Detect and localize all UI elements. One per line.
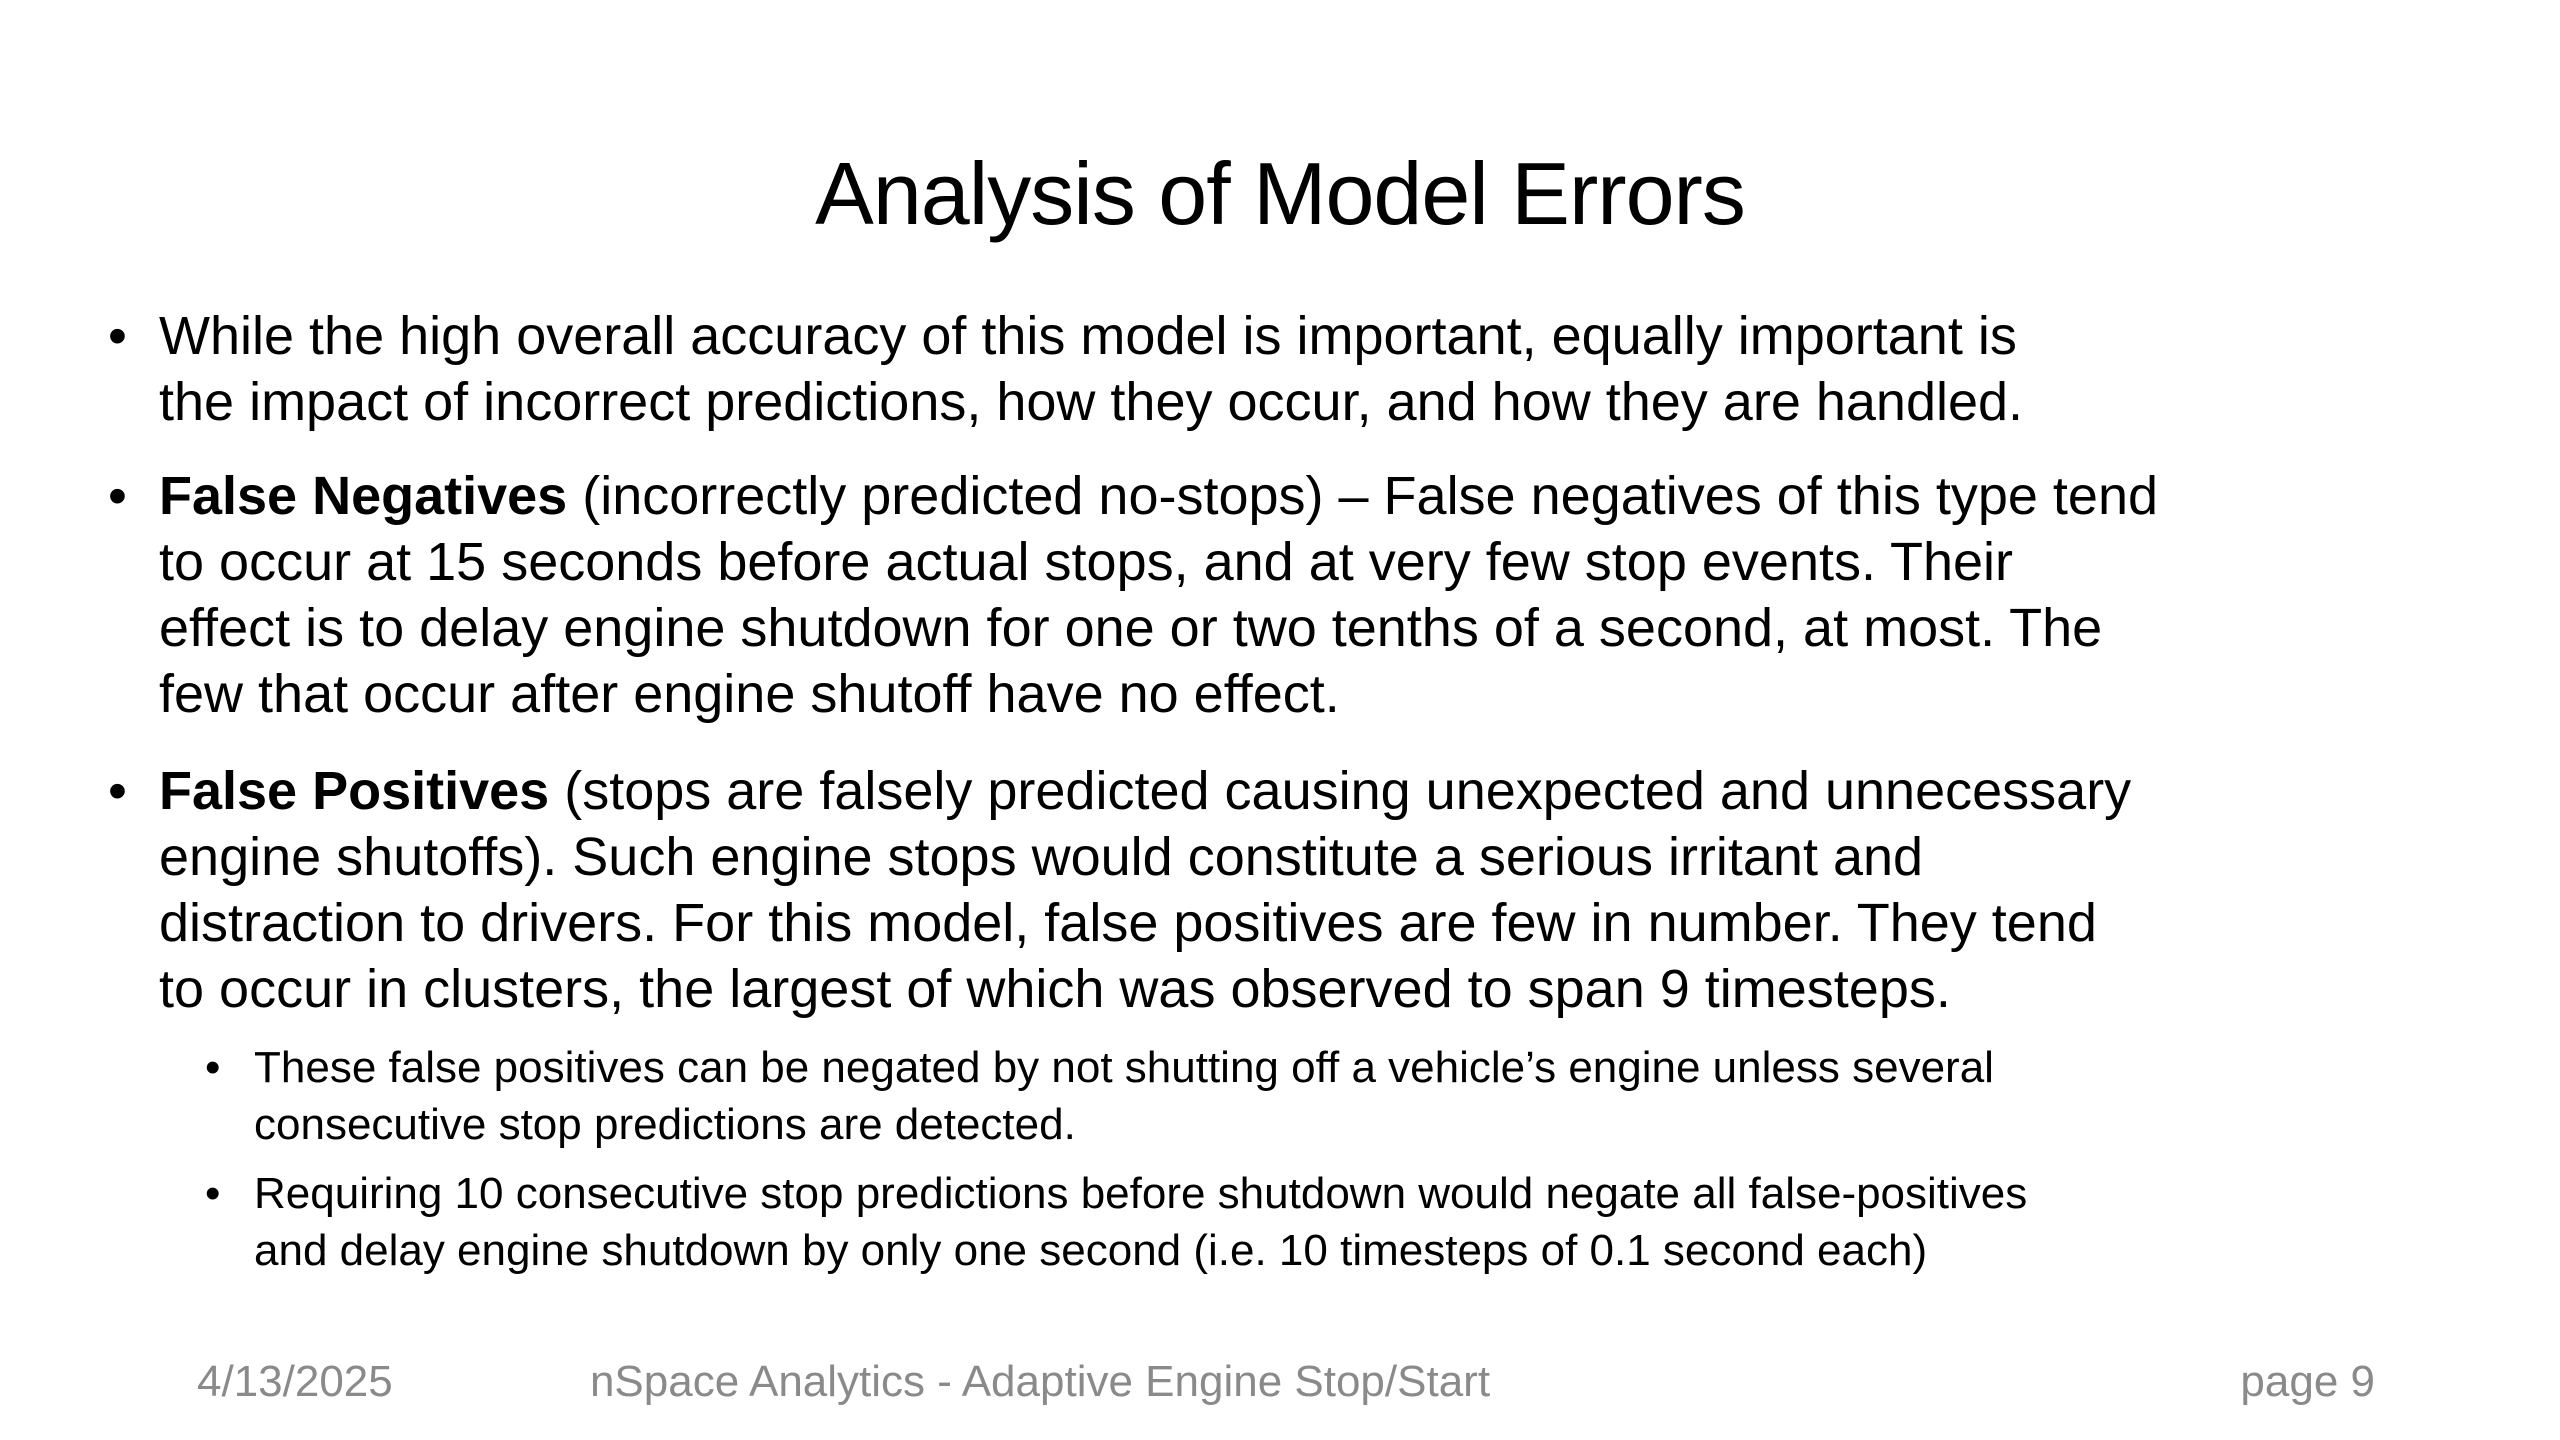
bullet-line: to occur at 15 seconds before actual sto…: [159, 532, 2014, 592]
slide-title: Analysis of Model Errors: [815, 144, 1746, 243]
bullet-heading: False Negatives: [159, 466, 568, 526]
sub-bullet-line: These false positives can be negated by …: [254, 1043, 1994, 1092]
bullet-line: engine shutoffs). Such engine stops woul…: [159, 827, 1924, 887]
sub-bullet-line: Requiring 10 consecutive stop prediction…: [254, 1169, 2028, 1218]
bullet-line: to occur in clusters, the largest of whi…: [159, 959, 1951, 1019]
footer-title: nSpace Analytics - Adaptive Engine Stop/…: [589, 1357, 1491, 1406]
bullet-line: distraction to drivers. For this model, …: [159, 893, 2097, 953]
bullet-false-positives: • False Positives (stops are falsely pre…: [108, 758, 2131, 1022]
bullet-overall-accuracy: • While the high overall accuracy of thi…: [108, 303, 2023, 435]
bullet-icon: •: [108, 306, 127, 366]
bullet-line: few that occur after engine shutoff have…: [159, 664, 1340, 724]
bullet-false-negatives: • False Negatives (incorrectly predicted…: [108, 463, 2158, 727]
bullet-line: (incorrectly predicted no-stops) – False…: [567, 466, 2159, 526]
footer-date: 4/13/2025: [197, 1357, 393, 1406]
bullet-heading: False Positives: [159, 761, 550, 821]
sub-bullet-line: and delay engine shutdown by only one se…: [254, 1226, 1928, 1275]
bullet-line: the impact of incorrect predictions, how…: [159, 372, 2024, 432]
bullet-line: While the high overall accuracy of this …: [159, 306, 2017, 366]
bullet-icon: •: [205, 1043, 221, 1092]
bullet-icon: •: [108, 761, 127, 821]
bullet-icon: •: [205, 1169, 221, 1218]
footer-page-number: page 9: [2240, 1357, 2375, 1406]
sub-bullet-consecutive-predictions: • Requiring 10 consecutive stop predicti…: [205, 1165, 2027, 1279]
bullet-line: (stops are falsely predicted causing une…: [549, 761, 2132, 821]
sub-bullet-line: consecutive stop predictions are detecte…: [254, 1100, 1076, 1149]
sub-bullet-negation: • These false positives can be negated b…: [205, 1039, 1994, 1153]
bullet-icon: •: [108, 466, 127, 526]
bullet-line: effect is to delay engine shutdown for o…: [159, 598, 2103, 658]
